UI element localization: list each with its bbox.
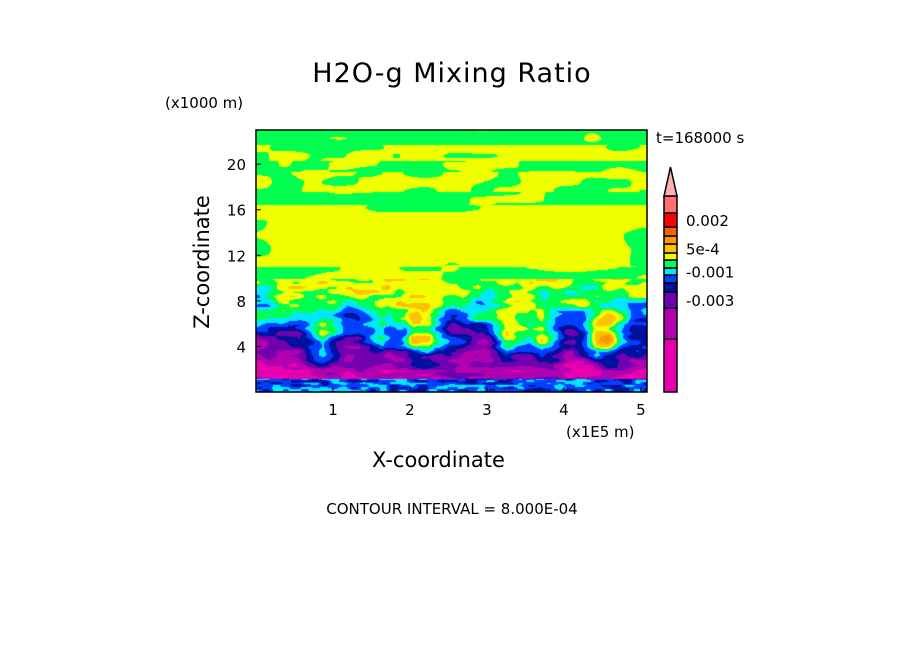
colorbar-swatch [663,235,678,245]
time-label: t=168000 s [656,129,745,147]
y-tick-label: 4 [236,338,246,356]
colorbar-swatch [663,252,678,261]
x-tick-label: 2 [405,401,415,419]
colorbar-swatch [663,226,678,237]
x-tick-label: 5 [636,401,646,419]
colorbar-swatch [663,259,678,269]
y-tick-label: 8 [236,293,246,311]
contour-interval-label: CONTOUR INTERVAL = 8.000E-04 [326,500,578,518]
colorbar-swatch [663,291,678,309]
colorbar-swatch [663,243,678,254]
colorbar-label: 5e-4 [686,241,720,259]
chart-title: H2O-g Mixing Ratio [312,58,592,89]
colorbar-swatch [663,338,678,393]
colorbar-extend-triangle [663,166,678,197]
plot-frame [255,129,648,393]
colorbar-label: 0.002 [686,212,729,230]
colorbar-swatch [663,267,678,276]
y-tick-label: 12 [227,247,246,265]
colorbar-swatch [663,282,678,293]
colorbar-label: -0.001 [686,264,734,282]
colorbar-swatch [663,195,678,214]
colorbar-swatch [663,274,678,284]
x-tick-label: 3 [482,401,492,419]
colorbar-swatch [663,212,678,228]
x-axis-unit: (x1E5 m) [566,423,635,441]
y-tick-label: 20 [227,156,246,174]
x-tick-label: 4 [559,401,569,419]
colorbar-label: -0.003 [686,292,734,310]
y-axis-unit: (x1000 m) [165,94,244,112]
x-axis-label: X-coordinate [372,448,505,472]
contour-field [256,130,647,392]
colorbar-swatch [663,307,678,340]
y-tick-label: 16 [227,202,246,220]
x-tick-label: 1 [328,401,338,419]
